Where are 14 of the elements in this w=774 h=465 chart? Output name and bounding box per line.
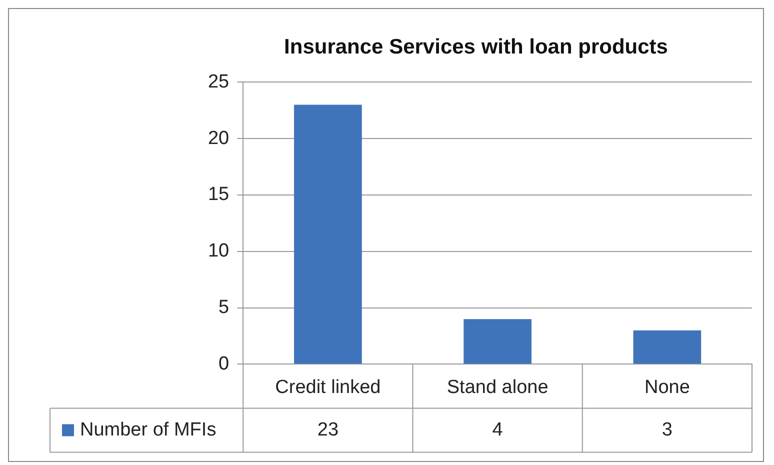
x-tick-label: Credit linked bbox=[275, 376, 381, 398]
x-tick-label: None bbox=[644, 376, 690, 398]
x-tick-label: Stand alone bbox=[446, 376, 548, 398]
legend-label: Number of MFIs bbox=[80, 419, 216, 440]
y-tick-label: 5 bbox=[218, 297, 230, 318]
y-tick-label: 0 bbox=[218, 353, 230, 374]
data-label: 4 bbox=[492, 419, 504, 440]
y-tick-label: 10 bbox=[208, 240, 230, 262]
chart-title: Insurance Services with loan products bbox=[284, 35, 668, 58]
y-tick-label: 20 bbox=[208, 128, 230, 149]
y-tick-label: 25 bbox=[208, 71, 230, 92]
y-tick-label: 15 bbox=[208, 184, 230, 206]
data-label: 3 bbox=[662, 419, 672, 440]
data-label: 23 bbox=[317, 419, 339, 440]
